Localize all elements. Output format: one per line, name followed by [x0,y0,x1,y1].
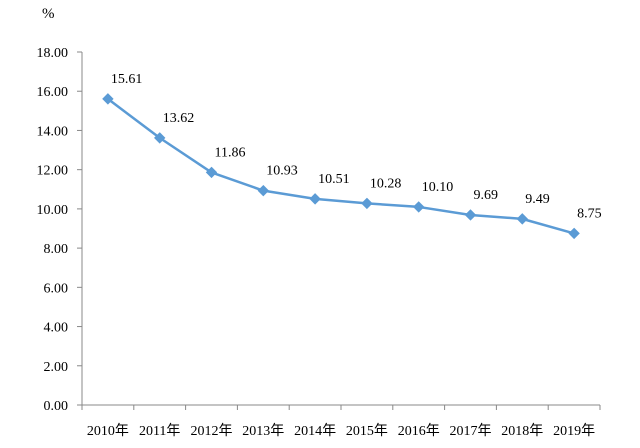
data-point-marker [516,213,529,225]
y-tick-label: 2.00 [44,360,69,375]
series-line [107,97,575,235]
data-label: 8.75 [577,206,602,221]
x-tick-label: 2013年 [242,423,284,439]
x-tick-label: 2017年 [450,423,492,439]
y-tick-label: 6.00 [44,281,69,296]
data-label: 10.10 [422,180,454,195]
x-tick-label: 2011年 [139,423,180,439]
y-tick-label: 16.00 [37,85,69,100]
data-label: 10.93 [266,164,298,179]
axes: 0.00 2.00 4.00 6.00 8.00 10.00 12.00 14.00 16.00… [37,46,601,439]
x-tick-label: 2010年 [87,423,129,439]
y-tick-label: 8.00 [44,242,69,257]
y-tick-label: 14.00 [37,124,69,139]
data-label: 9.49 [525,192,550,207]
series-layer [102,93,580,240]
data-point-marker [102,93,114,105]
data-point-marker [412,201,425,213]
data-point-marker [257,184,270,197]
data-label: 13.62 [163,111,195,126]
x-tick-label: 2015年 [346,423,388,439]
data-point-marker [309,193,321,205]
x-tick-label: 2014年 [294,423,336,439]
data-labels-layer: 15.61 13.62 11.86 10.93 10.51 10.28 10.10 9.69 9… [111,72,602,222]
data-label: 15.61 [111,72,142,87]
data-label: 10.28 [370,176,402,191]
y-tick-label: 4.00 [44,321,69,336]
data-point-marker [361,197,373,210]
data-label: 9.69 [474,188,499,203]
data-label: 10.51 [318,172,350,187]
data-point-marker [464,209,477,221]
x-tick-label: 2016年 [398,423,440,439]
y-tick-label: 18.00 [37,46,69,61]
data-point-marker [568,227,580,240]
y-tick-label: 0.00 [44,399,69,414]
x-tick-label: 2018年 [501,423,543,439]
y-axis-unit-label: % [42,6,55,22]
x-tick-label: 2019年 [553,423,595,439]
data-point-marker [153,132,166,144]
y-tick-label: 10.00 [37,203,69,218]
y-tick-label: 12.00 [37,164,69,179]
x-tick-label: 2012年 [191,423,233,439]
data-point-marker [205,166,218,179]
data-label: 11.86 [215,145,246,160]
